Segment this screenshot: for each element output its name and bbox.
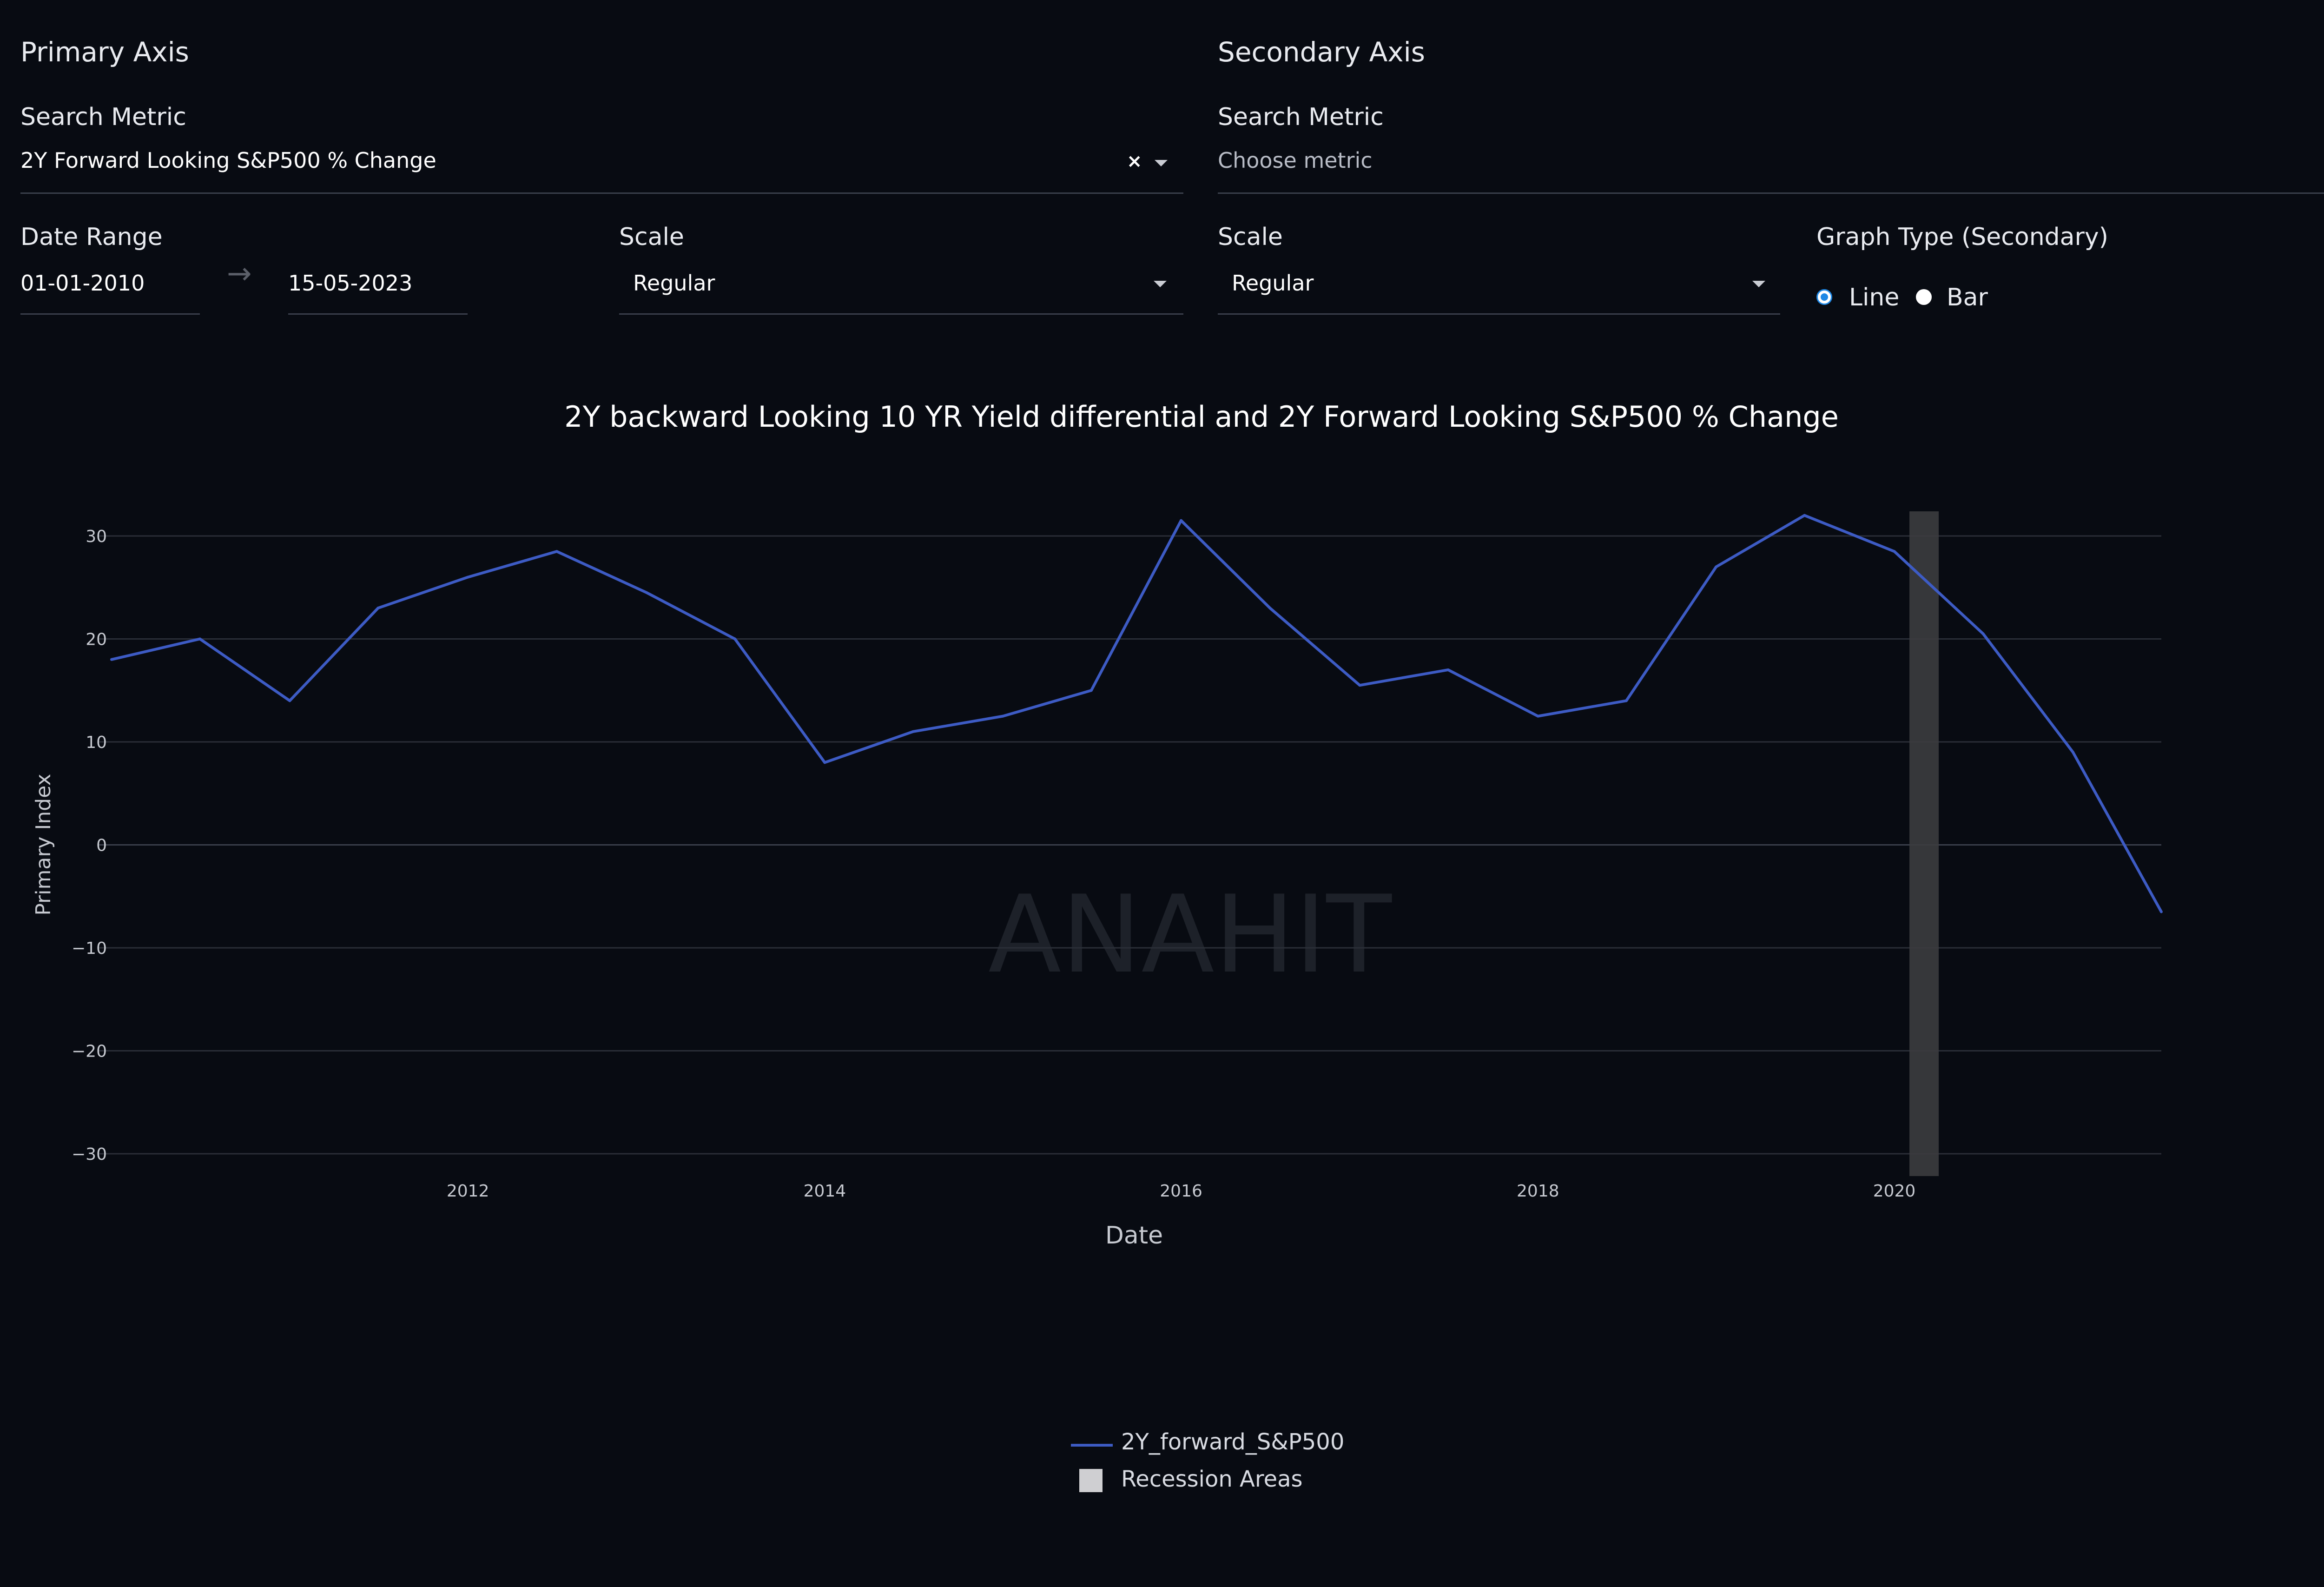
- graph-type-radio-bar[interactable]: Bar: [1916, 284, 2009, 316]
- secondary-search-label: Search Metric: [1218, 103, 1384, 131]
- radio-selected-icon[interactable]: [1816, 289, 1832, 305]
- date-range-label: Date Range: [20, 223, 163, 251]
- date-end-underline: [288, 313, 468, 315]
- data-point: [1001, 714, 1004, 718]
- data-point: [110, 658, 113, 661]
- y-tick-label: 20: [86, 630, 107, 649]
- primary-scale-select[interactable]: Regular: [619, 265, 1183, 316]
- chart-title: 2Y backward Looking 10 YR Yield differen…: [564, 400, 1839, 434]
- secondary-scale-underline: [1218, 313, 1780, 315]
- clear-icon[interactable]: ×: [1127, 151, 1142, 172]
- secondary-metric-underline: [1218, 192, 2324, 194]
- x-tick-label: 2020: [1873, 1182, 1916, 1201]
- date-end-input[interactable]: 15-05-2023: [288, 265, 468, 316]
- watermark-text: ANAHIT: [988, 873, 1393, 997]
- data-point: [1358, 684, 1361, 687]
- data-point: [1268, 607, 1272, 610]
- y-tick-label: 10: [86, 733, 107, 752]
- data-point: [1180, 519, 1183, 522]
- data-point: [555, 550, 558, 553]
- line-chart: ANAHIT −30 −20 −10 0 10 20 30 2012 2014 2016 2018 20…: [32, 511, 2163, 1250]
- primary-metric-underline: [20, 192, 1183, 194]
- data-point: [376, 607, 380, 610]
- data-point: [1981, 632, 1985, 635]
- graph-type-radio-line[interactable]: Line: [1816, 284, 1909, 316]
- y-tick-label: −20: [72, 1042, 107, 1061]
- legend-recession-label: Recession Areas: [1121, 1466, 1303, 1492]
- data-point: [198, 637, 202, 641]
- primary-metric-value: 2Y Forward Looking S&P500 % Change: [20, 148, 436, 173]
- primary-scale-value: Regular: [633, 271, 715, 296]
- secondary-scale-label: Scale: [1218, 223, 1283, 251]
- data-point: [466, 575, 469, 579]
- date-start-underline: [20, 313, 200, 315]
- y-tick-label: −10: [72, 939, 107, 958]
- data-point: [2071, 751, 2074, 754]
- legend-series-label: 2Y_forward_S&P500: [1121, 1429, 1345, 1455]
- legend: 2Y_forward_S&P500 Recession Areas: [1069, 1427, 1441, 1506]
- x-tick-label: 2016: [1160, 1182, 1202, 1201]
- x-tick-label: 2012: [447, 1182, 489, 1201]
- data-point: [645, 591, 648, 594]
- chevron-down-icon[interactable]: [1154, 281, 1167, 287]
- primary-scale-underline: [619, 313, 1183, 315]
- secondary-axis-title: Secondary Axis: [1218, 36, 1425, 68]
- secondary-scale-value: Regular: [1232, 271, 1314, 296]
- recession-area: [1909, 511, 1939, 1176]
- date-start-value: 01-01-2010: [20, 271, 145, 296]
- data-point: [1624, 699, 1628, 702]
- data-point: [1893, 550, 1896, 553]
- graph-type-label: Graph Type (Secondary): [1816, 223, 2108, 251]
- secondary-metric-placeholder: Choose metric: [1218, 148, 1373, 173]
- data-point: [823, 761, 826, 764]
- primary-scale-label: Scale: [619, 223, 684, 251]
- y-tick-label: 0: [96, 836, 107, 855]
- data-point: [1715, 565, 1718, 569]
- data-point: [1536, 714, 1539, 718]
- data-point: [288, 699, 291, 702]
- date-end-value: 15-05-2023: [288, 271, 413, 296]
- data-point: [911, 730, 915, 733]
- data-point: [2160, 910, 2163, 913]
- data-point: [1089, 689, 1093, 692]
- primary-metric-select[interactable]: 2Y Forward Looking S&P500 % Change ×: [20, 144, 1183, 195]
- x-tick-label: 2014: [804, 1182, 846, 1201]
- x-tick-label: 2018: [1517, 1182, 1559, 1201]
- chevron-down-icon[interactable]: [1155, 160, 1168, 166]
- primary-axis-title: Primary Axis: [20, 36, 189, 68]
- primary-search-label: Search Metric: [20, 103, 186, 131]
- recession-square-icon: [1079, 1469, 1103, 1492]
- y-tick-label: 30: [86, 527, 107, 546]
- date-start-input[interactable]: 01-01-2010: [20, 265, 200, 316]
- arrow-right-icon: →: [227, 257, 252, 291]
- x-axis-title: Date: [1105, 1222, 1163, 1250]
- radio-unselected-icon[interactable]: [1916, 289, 1932, 305]
- y-tick-label: −30: [72, 1145, 107, 1164]
- chevron-down-icon[interactable]: [1752, 281, 1765, 287]
- radio-label-bar: Bar: [1947, 284, 1988, 311]
- radio-label-line: Line: [1849, 284, 1900, 311]
- y-axis-title: Primary Index: [32, 774, 55, 915]
- data-point: [733, 637, 737, 641]
- data-point: [1446, 668, 1450, 671]
- series-line: [111, 514, 2163, 913]
- legend-line-swatch: [1071, 1444, 1113, 1447]
- legend-item-recession[interactable]: Recession Areas: [1069, 1464, 1441, 1497]
- secondary-scale-select[interactable]: Regular: [1218, 265, 1780, 316]
- secondary-metric-select[interactable]: Choose metric: [1218, 144, 2324, 195]
- data-point: [1803, 514, 1806, 517]
- legend-item-series[interactable]: 2Y_forward_S&P500: [1069, 1427, 1441, 1460]
